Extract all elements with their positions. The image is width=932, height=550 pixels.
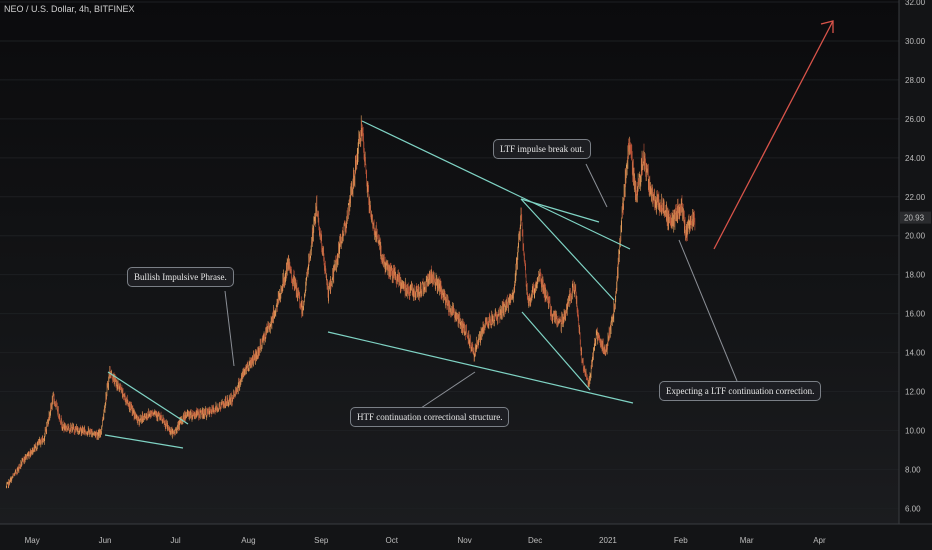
price-tick-labels: 6.00 8.00 10.00 12.00 14.00 16.00 18.00 20.00 22… [905, 0, 926, 513]
note-ltf-impulse-breakout: LTF impulse break out. [493, 139, 592, 159]
trendline-wedge-lower [104, 434, 184, 449]
time-tick-11: Apr [813, 536, 826, 545]
trendline-ltf-lower [521, 311, 591, 391]
price-tick-11: 28.00 [905, 76, 926, 85]
trendline-wedge-upper [107, 371, 189, 425]
trendline-ltf-upper-b [520, 198, 600, 223]
annotation-pointers [224, 163, 738, 409]
last-price-marker: 20.93 [900, 211, 931, 224]
price-tick-4: 14.00 [905, 349, 926, 358]
pointer-bullish [224, 290, 235, 367]
pointer-htf [420, 371, 476, 409]
pointer-ltf-correction [678, 239, 738, 382]
price-tick-6: 18.00 [905, 271, 926, 280]
trendline-htf-upper [361, 120, 631, 250]
projection-arrow [713, 20, 834, 250]
grid-lines [0, 1, 899, 509]
price-axis[interactable] [898, 0, 932, 524]
time-tick-1: Jun [99, 536, 112, 545]
note-htf-correction: HTF continuation correctional structure. [350, 407, 510, 427]
price-tick-2: 10.00 [905, 427, 926, 436]
trendlines [104, 120, 634, 449]
price-tick-5: 16.00 [905, 310, 926, 319]
price-tick-9: 24.00 [905, 154, 926, 163]
price-tick-8: 22.00 [905, 193, 926, 202]
time-tick-4: Sep [314, 536, 329, 545]
price-tick-7: 20.00 [905, 232, 926, 241]
chart-symbol-title: NEO / U.S. Dollar, 4h, BITFINEX [4, 4, 135, 14]
time-tick-labels: May Jun Jul Aug Sep Oct Nov Dec 2021 Feb Mar Apr [25, 536, 826, 545]
time-tick-7: Dec [528, 536, 542, 545]
last-price-label: 20.93 [904, 214, 925, 223]
note-bullish-impulsive: Bullish Impulsive Phrase. [127, 267, 234, 287]
time-tick-5: Oct [386, 536, 399, 545]
price-tick-12: 30.00 [905, 37, 926, 46]
time-tick-2: Jul [170, 536, 180, 545]
price-tick-10: 26.00 [905, 115, 926, 124]
time-tick-9: Feb [674, 536, 688, 545]
time-tick-6: Nov [457, 536, 471, 545]
time-tick-3: Aug [241, 536, 255, 545]
price-tick-1: 8.00 [905, 465, 921, 474]
time-tick-8: 2021 [599, 536, 617, 545]
pointer-ltf-breakout [585, 163, 608, 208]
price-tick-0: 6.00 [905, 504, 921, 513]
note-ltf-correction: Expecting a LTF continuation correction. [659, 381, 822, 401]
trendline-ltf-upper-a [520, 198, 615, 301]
time-tick-10: Mar [740, 536, 754, 545]
price-tick-13: 32.00 [905, 0, 926, 7]
candles [6, 115, 696, 489]
price-tick-3: 12.00 [905, 388, 926, 397]
time-tick-0: May [25, 536, 40, 545]
time-axis[interactable] [0, 523, 932, 550]
trendline-htf-lower [327, 331, 634, 404]
